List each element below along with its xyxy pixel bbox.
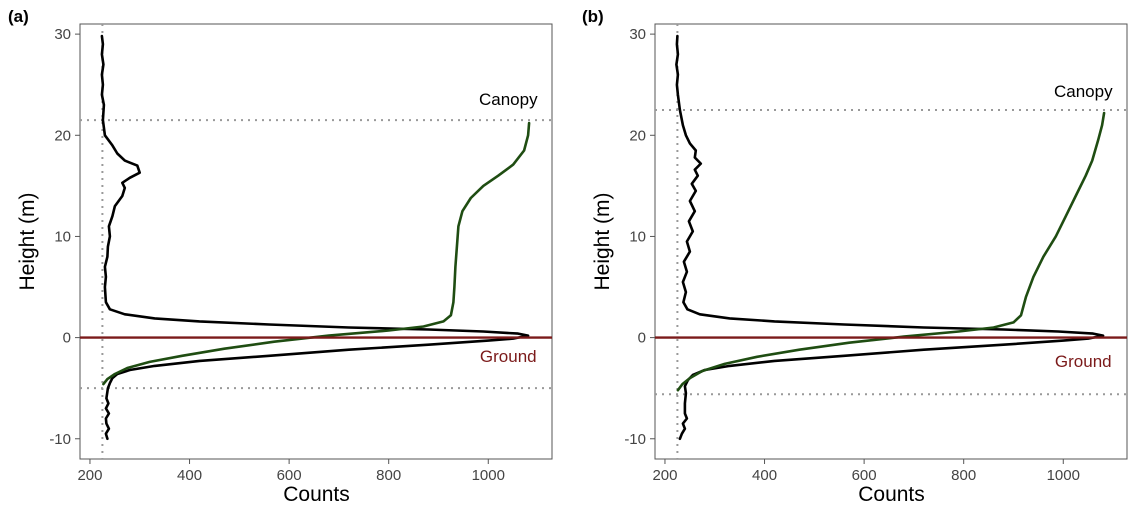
x-tick-label: 1000 xyxy=(1047,467,1080,484)
y-tick-label: -10 xyxy=(49,431,71,448)
x-tick-label: 400 xyxy=(177,467,202,484)
y-tick-label: 0 xyxy=(638,330,646,347)
x-tick-label: 600 xyxy=(852,467,877,484)
cumulative-series-line xyxy=(102,121,531,386)
y-axis-title: Height (m) xyxy=(16,192,39,290)
x-tick-label: 800 xyxy=(376,467,401,484)
annotation-canopy: Canopy xyxy=(479,90,538,109)
y-tick-label: 20 xyxy=(629,127,646,144)
x-tick-label: 1000 xyxy=(472,467,505,484)
cumulative-series-line xyxy=(676,111,1106,392)
y-axis-title: Height (m) xyxy=(591,192,614,290)
y-tick-label: 30 xyxy=(629,26,646,43)
waveform-series-line xyxy=(100,34,530,441)
plot-border xyxy=(79,23,553,460)
x-tick-label: 400 xyxy=(752,467,777,484)
y-tick-label: 10 xyxy=(54,228,71,245)
plot-border xyxy=(654,23,1128,460)
chart-panel-b: 200 400 600 800 1000 -10 0 10 20 30 Canopy Ground Co… xyxy=(582,7,1128,506)
panel-label: (a) xyxy=(8,7,29,26)
x-tick-label: 800 xyxy=(951,467,976,484)
y-tick-label: 20 xyxy=(54,127,71,144)
y-tick-label: 10 xyxy=(629,228,646,245)
x-axis-title: Counts xyxy=(858,483,925,506)
x-axis-title: Counts xyxy=(283,483,350,506)
annotation-ground: Ground xyxy=(480,347,537,366)
x-tick-label: 200 xyxy=(77,467,102,484)
waveform-series-line xyxy=(675,34,1105,441)
annotation-canopy: Canopy xyxy=(1054,82,1113,101)
x-tick-label: 200 xyxy=(652,467,677,484)
x-tick-label: 600 xyxy=(277,467,302,484)
y-tick-label: 0 xyxy=(63,330,71,347)
annotation-ground: Ground xyxy=(1055,352,1112,371)
panel-label: (b) xyxy=(582,7,604,26)
chart-panel-a: 200 400 600 800 1000 -10 0 10 20 30 Canopy Ground Co… xyxy=(8,7,553,506)
y-tick-label: 30 xyxy=(54,26,71,43)
y-tick-label: -10 xyxy=(624,431,646,448)
